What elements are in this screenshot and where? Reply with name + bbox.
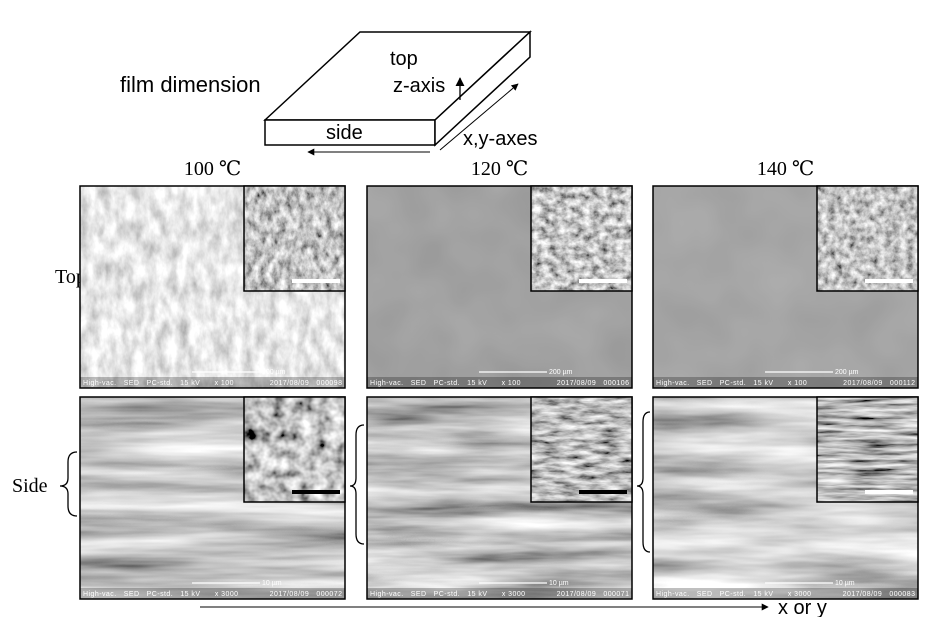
- row-label: Side: [12, 475, 48, 497]
- inset-image: [244, 186, 345, 291]
- sem-panel: 200 µm High-vac. SED PC-std. 15 kV x 100 …: [653, 186, 918, 388]
- inset-image: [817, 397, 918, 502]
- inset-image: [817, 186, 918, 291]
- sem-panel: 200 µm High-vac. SED PC-std. 15 kV x 100 …: [80, 186, 345, 388]
- xy-axes-label: x,y-axes: [463, 128, 537, 150]
- sem-panel: 10 µm High-vac. SED PC-std. 15 kV x 3000 …: [653, 397, 918, 599]
- info-text: High-vac. SED PC-std. 15 kV x 3000 2017/…: [83, 591, 342, 598]
- scale-label: 10 µm: [835, 580, 855, 587]
- inset-image: [531, 397, 632, 502]
- sem-panel: 10 µm High-vac. SED PC-std. 15 kV x 3000 …: [80, 397, 345, 599]
- axis-label: x or y: [778, 597, 827, 617]
- inset-image: [531, 186, 632, 291]
- z-axis-label: z-axis: [393, 75, 445, 97]
- scale-label: 10 µm: [262, 580, 282, 587]
- scale-label: 200 µm: [835, 369, 859, 376]
- brace: [350, 425, 364, 544]
- column-label: 120 ℃: [471, 158, 528, 180]
- panels: 100 ℃ 120 ℃ 140 ℃ 200 µm High-vac. SED PC-st…: [80, 158, 918, 599]
- scale-label: 200 µm: [549, 369, 573, 376]
- info-text: High-vac. SED PC-std. 15 kV x 3000 2017/…: [656, 591, 915, 598]
- scale-label: 10 µm: [549, 580, 569, 587]
- sem-panel: 10 µm High-vac. SED PC-std. 15 kV x 3000 …: [367, 397, 632, 599]
- top-label: top: [390, 48, 418, 70]
- diagram-label: film dimension: [120, 72, 261, 97]
- info-text: High-vac. SED PC-std. 15 kV x 3000 2017/…: [370, 591, 629, 598]
- column-label: 100 ℃: [184, 158, 241, 180]
- info-text: High-vac. SED PC-std. 15 kV x 100 2017/0…: [370, 380, 629, 387]
- side-label: side: [326, 122, 363, 144]
- brace: [60, 452, 77, 516]
- sem-panel: 200 µm High-vac. SED PC-std. 15 kV x 100 …: [367, 186, 632, 388]
- brace: [637, 412, 650, 552]
- info-text: High-vac. SED PC-std. 15 kV x 100 2017/0…: [656, 380, 915, 387]
- scale-label: 200 µm: [262, 369, 286, 376]
- inset-image: [244, 397, 345, 502]
- figure: film dimension top z-axis side x,y-axes …: [0, 0, 940, 617]
- info-text: High-vac. SED PC-std. 15 kV x 100 2017/0…: [83, 380, 342, 387]
- column-label: 140 ℃: [757, 158, 814, 180]
